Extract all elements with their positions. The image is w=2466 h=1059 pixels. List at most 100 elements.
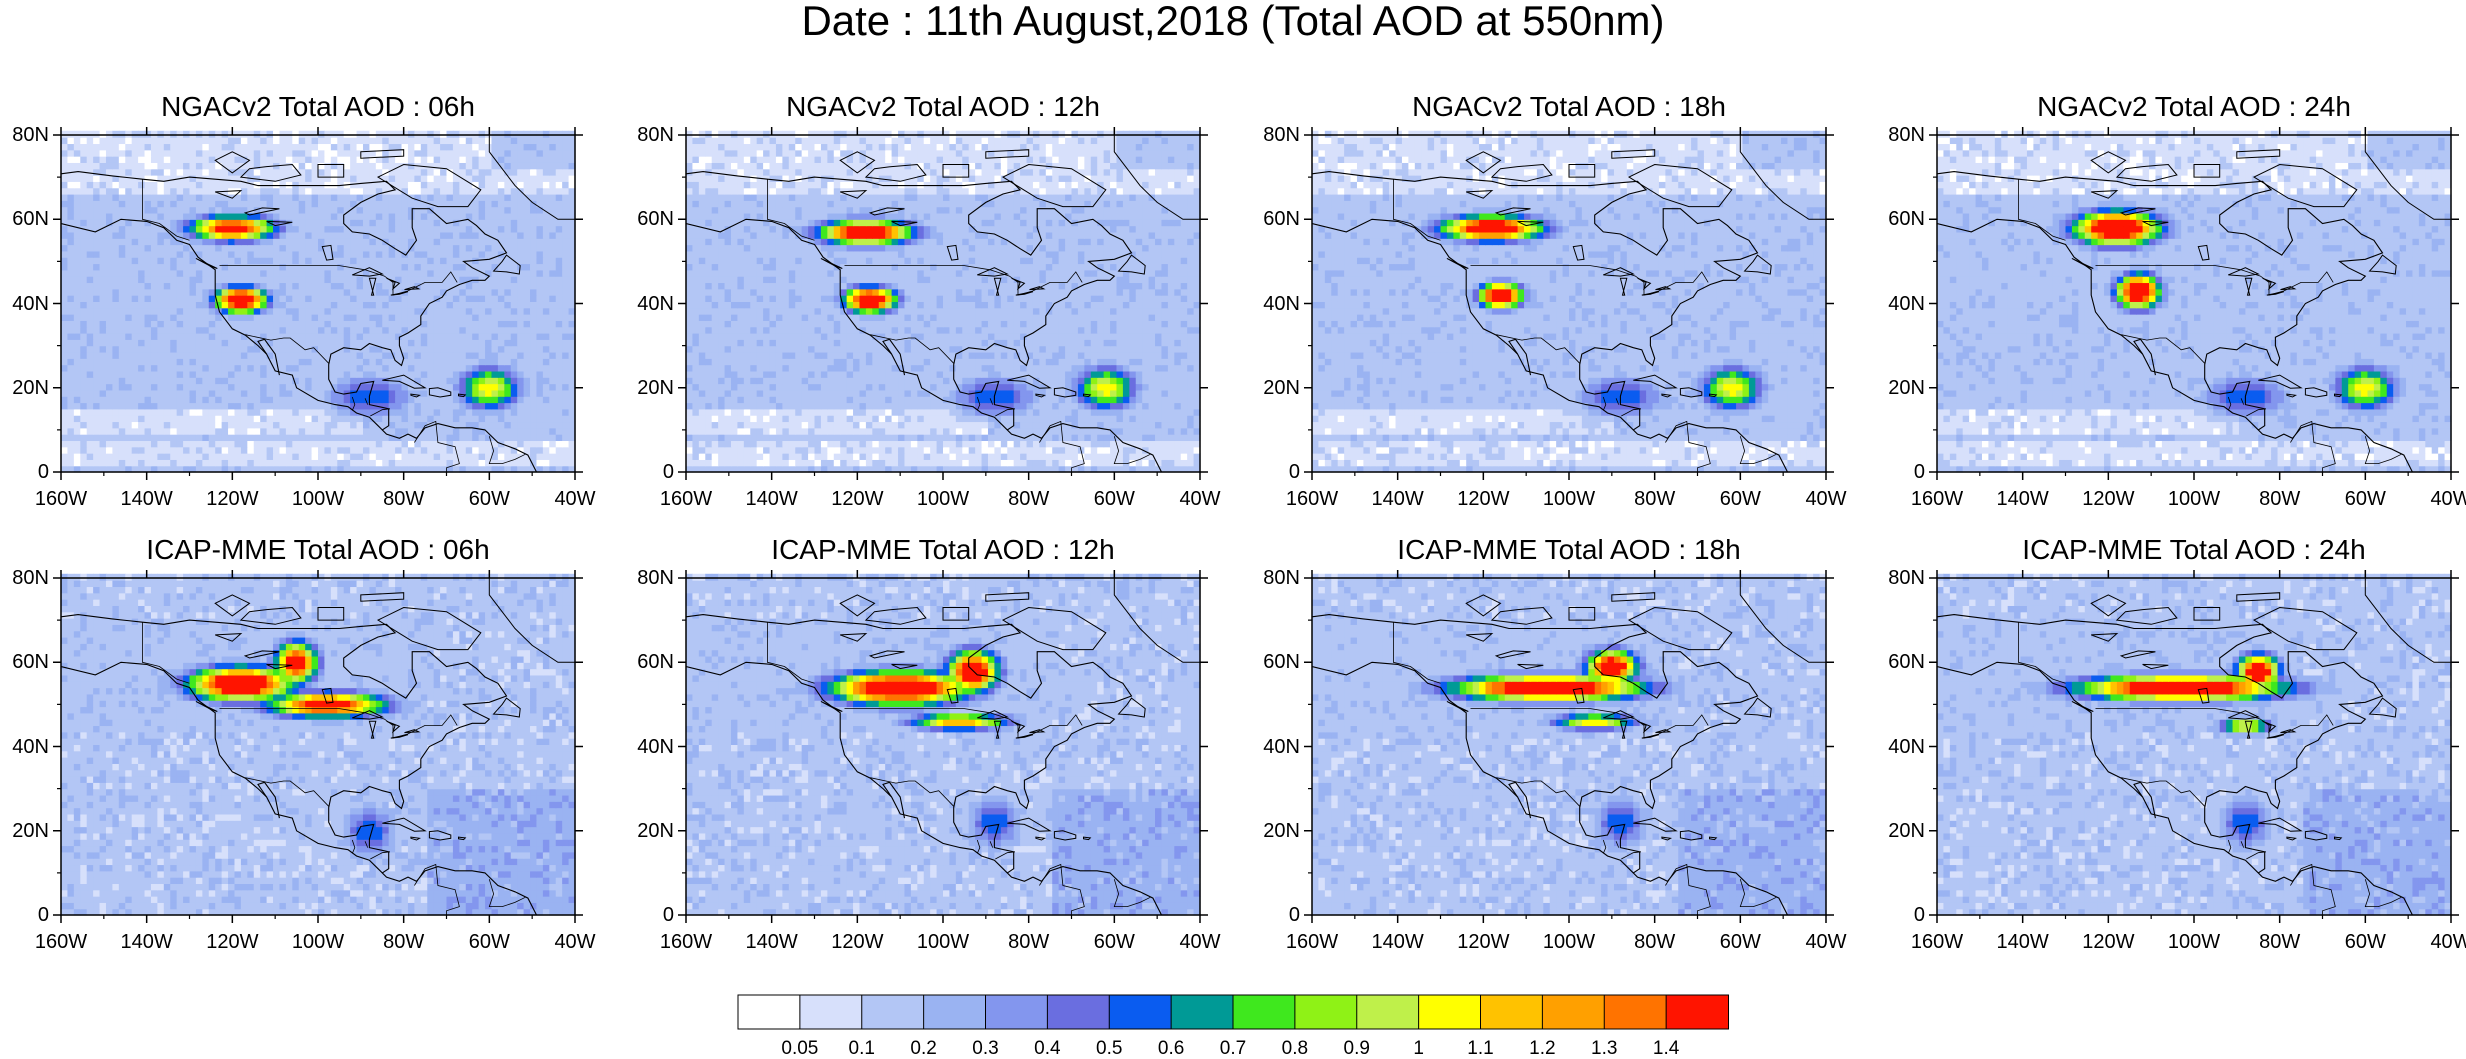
- aod-cell: [331, 320, 338, 327]
- aod-cell: [80, 181, 87, 188]
- aod-cell: [485, 200, 492, 207]
- aod-cell: [389, 453, 396, 460]
- aod-cell: [305, 453, 312, 460]
- aod-cell: [434, 188, 441, 195]
- aod-cell: [434, 289, 441, 296]
- aod-cell: [357, 219, 364, 226]
- aod-cell: [305, 169, 312, 176]
- aod-cell: [511, 371, 518, 378]
- aod-cell: [511, 415, 518, 422]
- aod-cell: [106, 156, 113, 163]
- aod-cell: [93, 257, 100, 264]
- aod-cell: [459, 169, 466, 176]
- aod-cell: [202, 238, 209, 245]
- aod-cell: [305, 282, 312, 289]
- aod-cell: [337, 440, 344, 447]
- aod-cell: [260, 434, 267, 441]
- aod-cell: [234, 213, 241, 220]
- aod-cell: [177, 384, 184, 391]
- aod-cell: [872, 434, 879, 441]
- aod-cell: [395, 396, 402, 403]
- aod-cell: [466, 270, 473, 277]
- aod-cell: [1174, 453, 1181, 460]
- aod-cell: [524, 162, 531, 169]
- aod-cell: [112, 251, 119, 258]
- aod-cell: [357, 333, 364, 340]
- aod-cell: [511, 263, 518, 270]
- aod-cell: [511, 428, 518, 435]
- aod-cell: [382, 352, 389, 359]
- aod-cell: [267, 428, 274, 435]
- aod-cell: [382, 371, 389, 378]
- aod-cell: [543, 181, 550, 188]
- aod-cell: [145, 175, 152, 182]
- aod-cell: [498, 194, 505, 201]
- aod-cell: [904, 421, 911, 428]
- aod-cell: [209, 257, 216, 264]
- aod-cell: [215, 238, 222, 245]
- aod-cell: [177, 263, 184, 270]
- aod-cell: [331, 181, 338, 188]
- aod-cell: [279, 421, 286, 428]
- aod-cell: [440, 282, 447, 289]
- aod-cell: [395, 238, 402, 245]
- aod-cell: [434, 194, 441, 201]
- aod-cell: [536, 371, 543, 378]
- aod-cell: [286, 156, 293, 163]
- aod-cell: [286, 289, 293, 296]
- aod-cell: [196, 352, 203, 359]
- aod-cell: [222, 352, 229, 359]
- aod-cell: [369, 213, 376, 220]
- aod-cell: [234, 384, 241, 391]
- aod-cell: [324, 213, 331, 220]
- aod-cell: [357, 289, 364, 296]
- aod-cell: [100, 453, 107, 460]
- aod-cell: [511, 232, 518, 239]
- aod-cell: [530, 415, 537, 422]
- aod-cell: [87, 181, 94, 188]
- aod-cell: [447, 453, 454, 460]
- aod-cell: [414, 402, 421, 409]
- aod-cell: [305, 301, 312, 308]
- aod-cell: [228, 453, 235, 460]
- aod-cell: [485, 447, 492, 454]
- aod-cell: [453, 219, 460, 226]
- aod-cell: [170, 365, 177, 372]
- aod-cell: [782, 434, 789, 441]
- aod-cell: [100, 346, 107, 353]
- aod-cell: [292, 352, 299, 359]
- aod-cell: [170, 358, 177, 365]
- aod-cell: [434, 440, 441, 447]
- aod-cell: [1104, 453, 1111, 460]
- aod-cell: [87, 346, 94, 353]
- aod-cell: [408, 333, 415, 340]
- aod-cell: [517, 358, 524, 365]
- aod-cell: [177, 295, 184, 302]
- aod-cell: [87, 219, 94, 226]
- aod-cell: [472, 143, 479, 150]
- aod-cell: [408, 257, 415, 264]
- aod-cell: [337, 207, 344, 214]
- aod-cell: [1046, 440, 1053, 447]
- aod-cell: [466, 428, 473, 435]
- aod-cell: [132, 308, 139, 315]
- aod-cell: [982, 447, 989, 454]
- aod-cell: [106, 440, 113, 447]
- aod-cell: [524, 415, 531, 422]
- aod-cell: [434, 415, 441, 422]
- aod-cell: [472, 200, 479, 207]
- aod-cell: [61, 447, 68, 454]
- aod-cell: [170, 150, 177, 157]
- aod-cell: [956, 453, 963, 460]
- aod-cell: [421, 213, 428, 220]
- aod-cell: [859, 428, 866, 435]
- aod-cell: [190, 434, 197, 441]
- aod-cell: [222, 371, 229, 378]
- aod-cell: [834, 440, 841, 447]
- aod-cell: [228, 421, 235, 428]
- aod-cell: [190, 137, 197, 144]
- aod-cell: [485, 245, 492, 252]
- aod-cell: [549, 428, 556, 435]
- aod-cell: [279, 276, 286, 283]
- aod-cell: [892, 434, 899, 441]
